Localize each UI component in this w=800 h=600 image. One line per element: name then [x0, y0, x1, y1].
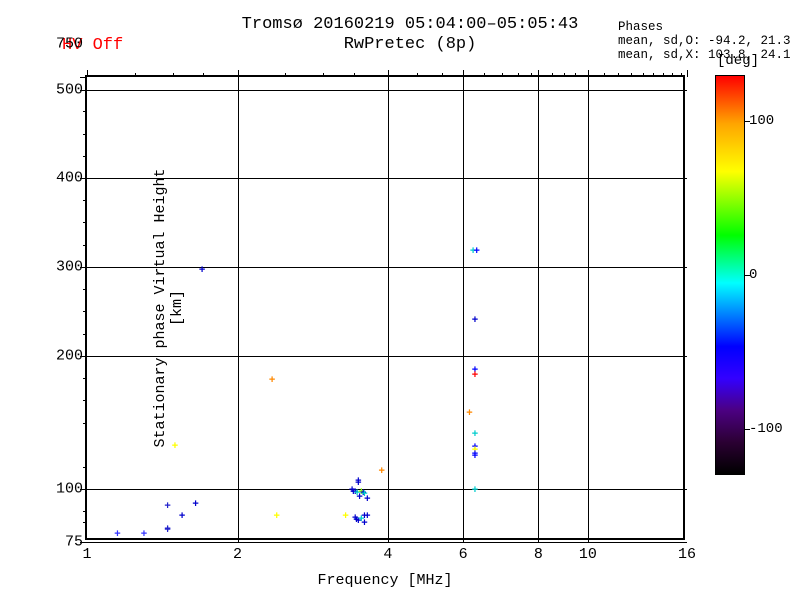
- scatter-plot-window: HV Off Tromsø 20160219 05:04:00–05:05:43…: [0, 0, 800, 600]
- scatter-point: +: [379, 468, 385, 474]
- y-tick-200: 200: [55, 348, 83, 365]
- x-tick-6: 6: [459, 546, 468, 563]
- x-tick-16: 16: [678, 546, 696, 563]
- scatter-point: +: [474, 248, 480, 254]
- gridline-x-10: [588, 77, 589, 542]
- scatter-point: +: [472, 431, 478, 437]
- y-tick-400: 400: [55, 170, 83, 187]
- scatter-point: +: [361, 520, 367, 526]
- x-tick-2: 2: [233, 546, 242, 563]
- x-tick-1: 1: [82, 546, 91, 563]
- scatter-point: +: [364, 496, 370, 502]
- scatter-point: +: [356, 494, 362, 500]
- scatter-point: +: [472, 317, 478, 323]
- scatter-point: +: [199, 267, 205, 273]
- x-tick-8: 8: [534, 546, 543, 563]
- plot-subtitle: RwPretec (8p): [240, 35, 580, 54]
- gridline-x-2: [238, 77, 239, 542]
- scatter-point: +: [273, 513, 279, 519]
- scatter-point: +: [472, 453, 478, 459]
- scatter-point: +: [472, 372, 478, 378]
- phase-stats: Phases mean, sd,O: -94.2, 21.3 mean, sd,…: [618, 20, 791, 62]
- scatter-point: +: [269, 377, 275, 383]
- y-tick-300: 300: [55, 259, 83, 276]
- y-tick-500: 500: [55, 81, 83, 98]
- scatter-point: +: [172, 443, 178, 449]
- scatter-point: +: [164, 527, 170, 533]
- scatter-point: +: [355, 478, 361, 484]
- colorbar-title: [deg]: [717, 53, 759, 69]
- gridline-x-8: [538, 77, 539, 542]
- plot-axes-area: Stationary phase Virtual Height [km] Fre…: [85, 75, 685, 540]
- gridline-y-75: [87, 542, 687, 543]
- x-axis-label: Frequency [MHz]: [317, 572, 452, 589]
- scatter-point: +: [466, 410, 472, 416]
- scatter-point: +: [141, 531, 147, 537]
- x-tick-10: 10: [579, 546, 597, 563]
- scatter-point: +: [192, 501, 198, 507]
- scatter-point: +: [164, 503, 170, 509]
- y-axis-label: Stationary phase Virtual Height [km]: [152, 158, 186, 458]
- gridline-x-4: [388, 77, 389, 542]
- scatter-point: +: [342, 513, 348, 519]
- scatter-point: +: [472, 487, 478, 493]
- x-tick-4: 4: [383, 546, 392, 563]
- colorbar-tick-100: 100: [749, 113, 774, 129]
- colorbar: [deg] 100 0 -100: [715, 75, 745, 475]
- gridline-x-6: [463, 77, 464, 542]
- colorbar-tick-0: 0: [749, 267, 757, 283]
- y-tick-750: 750: [55, 36, 83, 53]
- scatter-point: +: [114, 531, 120, 537]
- y-tick-100: 100: [55, 481, 83, 498]
- plot-title: Tromsø 20160219 05:04:00–05:05:43: [240, 15, 580, 34]
- y-tick-75: 75: [55, 534, 83, 551]
- scatter-point: +: [179, 513, 185, 519]
- colorbar-tick-neg100: -100: [749, 421, 783, 437]
